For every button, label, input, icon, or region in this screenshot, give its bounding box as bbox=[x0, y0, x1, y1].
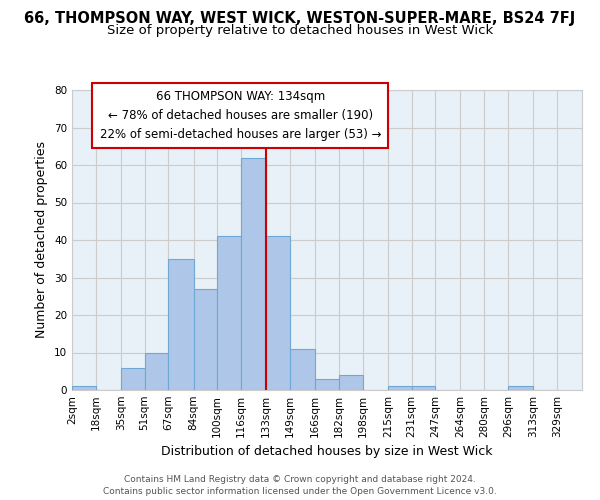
X-axis label: Distribution of detached houses by size in West Wick: Distribution of detached houses by size … bbox=[161, 446, 493, 458]
Bar bbox=[266, 236, 290, 390]
Bar bbox=[508, 386, 533, 390]
Y-axis label: Number of detached properties: Number of detached properties bbox=[35, 142, 49, 338]
Bar bbox=[315, 379, 339, 390]
Bar bbox=[412, 386, 435, 390]
Bar bbox=[194, 289, 217, 390]
Text: 66 THOMPSON WAY: 134sqm
← 78% of detached houses are smaller (190)
22% of semi-d: 66 THOMPSON WAY: 134sqm ← 78% of detache… bbox=[100, 90, 381, 141]
Bar bbox=[241, 158, 266, 390]
Bar bbox=[217, 236, 241, 390]
Bar bbox=[169, 259, 194, 390]
Text: Contains HM Land Registry data © Crown copyright and database right 2024.
Contai: Contains HM Land Registry data © Crown c… bbox=[103, 474, 497, 496]
Bar bbox=[145, 352, 169, 390]
Bar bbox=[290, 349, 315, 390]
Bar bbox=[388, 386, 412, 390]
Bar bbox=[72, 386, 96, 390]
Bar bbox=[339, 375, 362, 390]
Text: Size of property relative to detached houses in West Wick: Size of property relative to detached ho… bbox=[107, 24, 493, 37]
Bar bbox=[121, 368, 145, 390]
Text: 66, THOMPSON WAY, WEST WICK, WESTON-SUPER-MARE, BS24 7FJ: 66, THOMPSON WAY, WEST WICK, WESTON-SUPE… bbox=[25, 11, 575, 26]
